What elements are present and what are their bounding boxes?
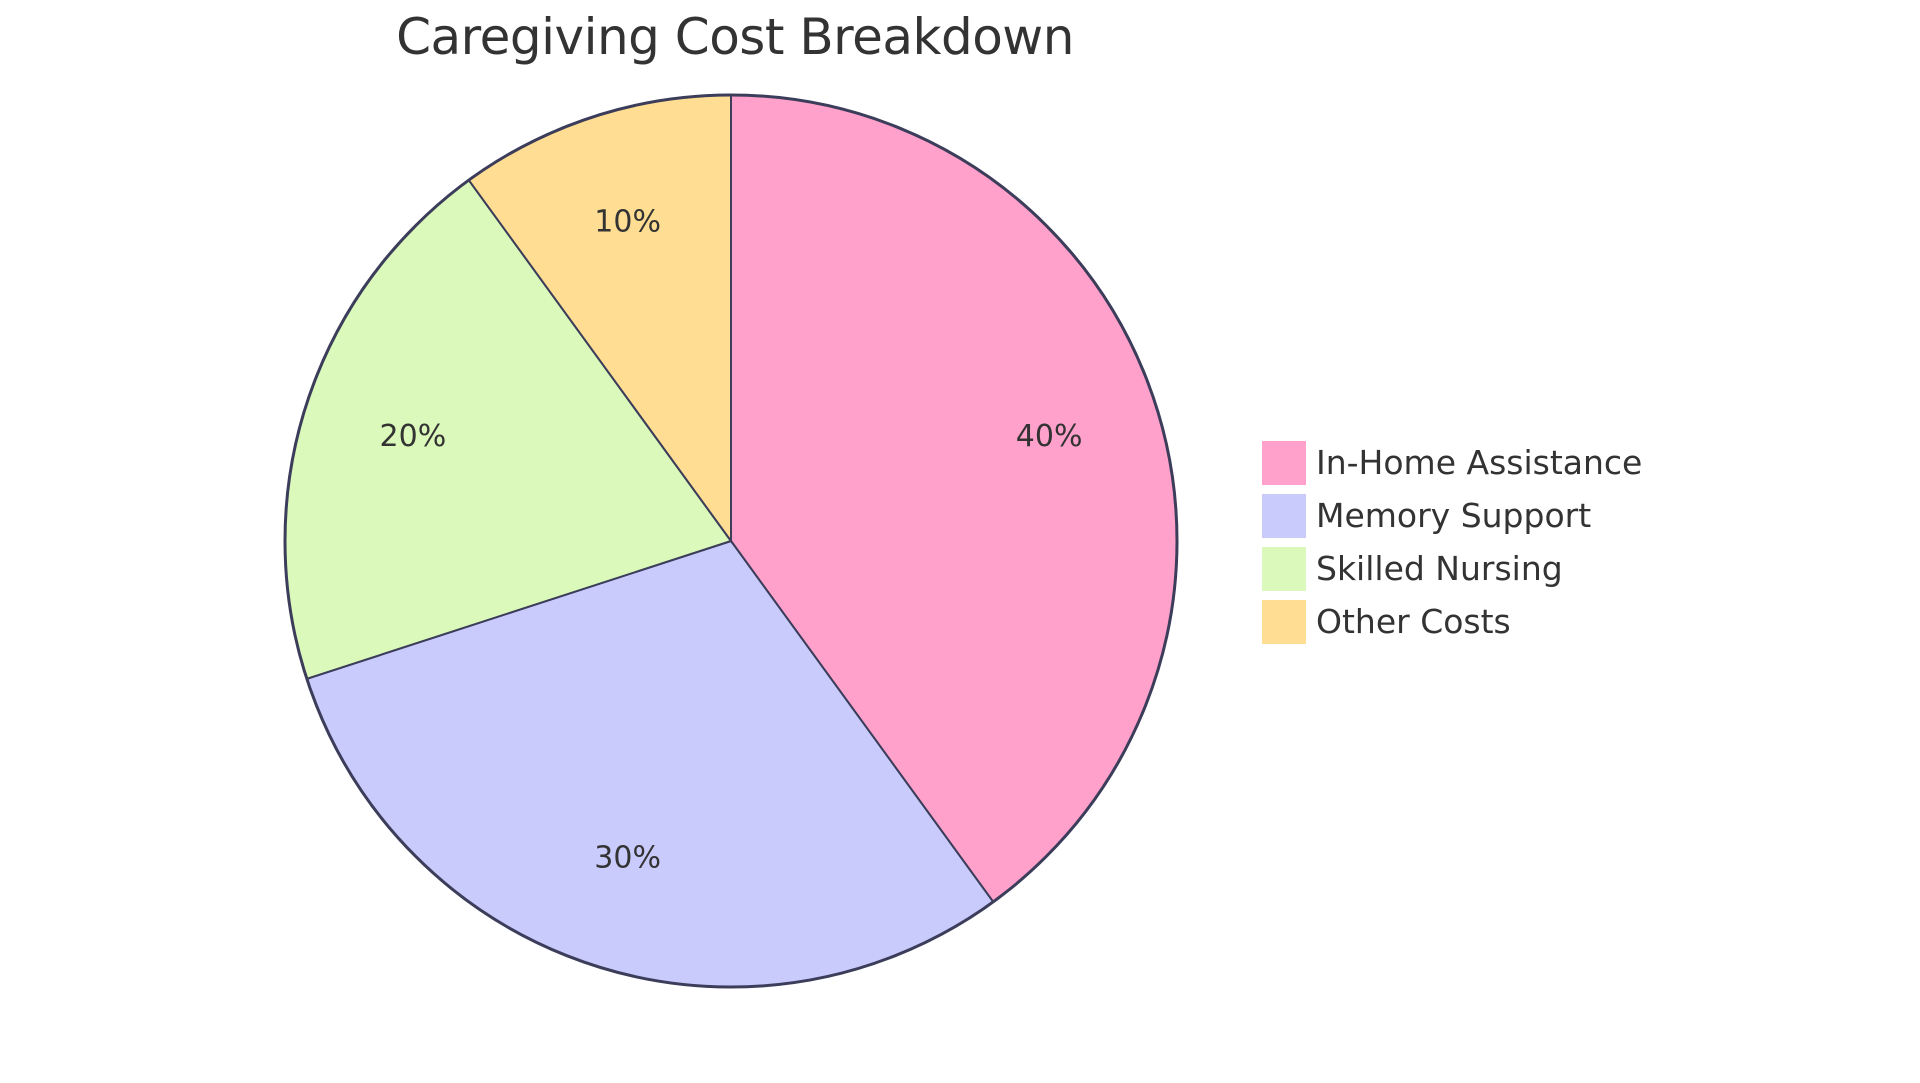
slice-percent-label: 10% bbox=[594, 204, 661, 239]
chart-title: Caregiving Cost Breakdown bbox=[396, 8, 1074, 66]
legend-item-other-costs: Other Costs bbox=[1262, 595, 1642, 648]
pie-labels: 40% 30% 20% 10% bbox=[380, 204, 1083, 875]
legend-label: In-Home Assistance bbox=[1316, 443, 1643, 482]
slice-percent-label: 30% bbox=[594, 841, 661, 876]
legend-label: Other Costs bbox=[1316, 602, 1511, 641]
legend-swatch-icon bbox=[1262, 546, 1306, 591]
pie-outline bbox=[283, 93, 1179, 989]
legend-label: Skilled Nursing bbox=[1316, 549, 1563, 588]
legend-label: Memory Support bbox=[1316, 496, 1592, 535]
legend-item-skilled-nursing: Skilled Nursing bbox=[1262, 542, 1642, 595]
legend-item-memory-support: Memory Support bbox=[1262, 489, 1642, 542]
legend-swatch-icon bbox=[1262, 599, 1306, 644]
legend-item-in-home-assistance: In-Home Assistance bbox=[1262, 436, 1642, 489]
legend-swatch-icon bbox=[1262, 493, 1306, 538]
legend: In-Home Assistance Memory Support Skille… bbox=[1262, 436, 1642, 648]
slice-percent-label: 40% bbox=[1016, 419, 1083, 454]
legend-swatch-icon bbox=[1262, 440, 1306, 485]
slice-percent-label: 20% bbox=[380, 419, 447, 454]
pie-slices bbox=[283, 93, 1179, 989]
